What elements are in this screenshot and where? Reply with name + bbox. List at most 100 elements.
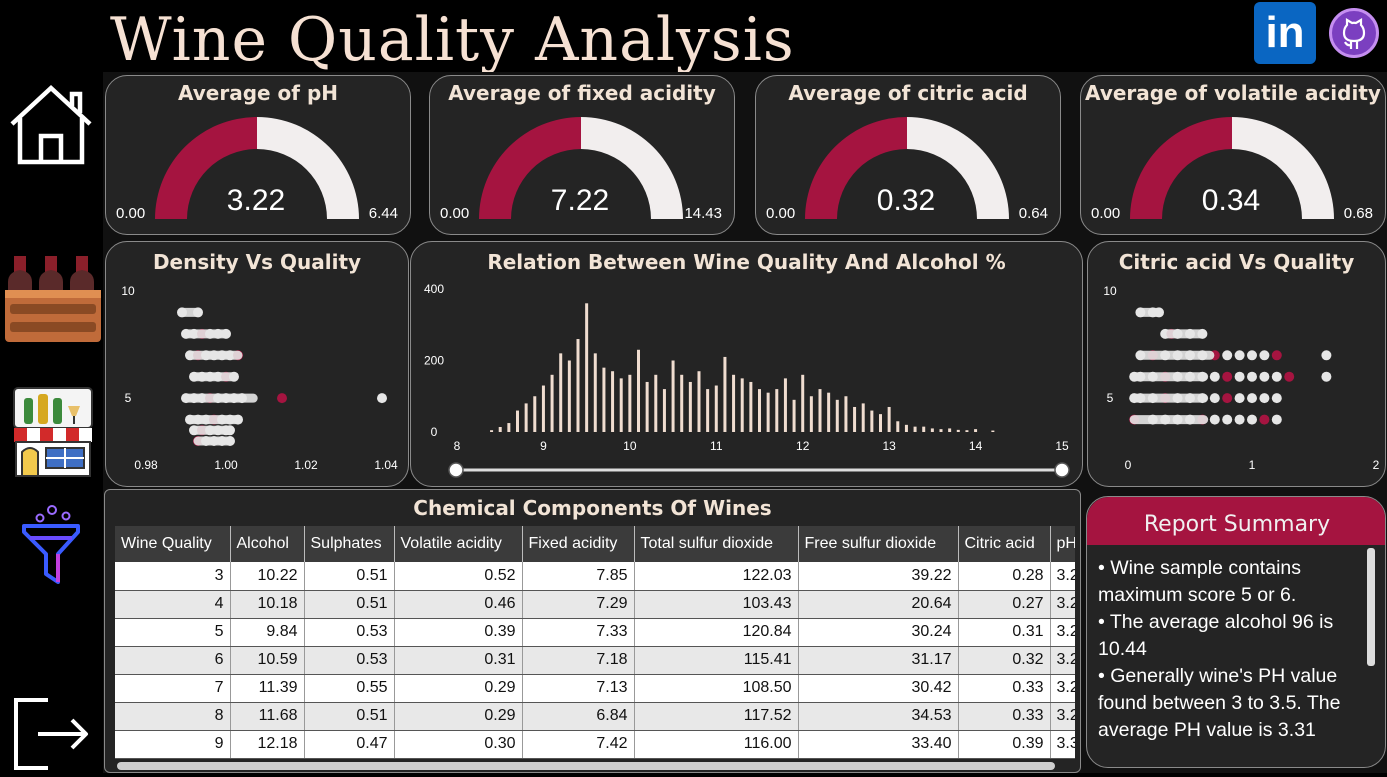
column-header[interactable]: Wine Quality — [115, 526, 231, 562]
table-cell: 0.33 — [958, 674, 1051, 703]
table-cell: 10.22 — [230, 562, 305, 591]
exit-icon[interactable] — [12, 696, 92, 772]
linkedin-icon[interactable]: in — [1254, 2, 1316, 64]
x-tick-label: 1 — [1249, 458, 1256, 472]
bar — [697, 371, 701, 432]
bar — [827, 392, 831, 432]
table-cell: 0.33 — [958, 702, 1051, 731]
table-cell: 115.41 — [634, 646, 799, 675]
bar — [688, 381, 692, 432]
scatter-point — [1321, 371, 1332, 382]
table-cell: 0.51 — [304, 590, 395, 619]
table-cell: 3.2 — [1050, 646, 1075, 675]
column-header[interactable]: Volatile acidity — [394, 526, 523, 562]
bar — [974, 429, 978, 432]
citric-vs-quality-card: Citric acid Vs Quality 0 1 2 10 5 — [1087, 241, 1386, 487]
column-header[interactable]: Total sulfur dioxide — [634, 526, 799, 562]
table-cell: 9.84 — [230, 618, 305, 647]
report-summary-card: Report Summary • Wine sample contains ma… — [1086, 496, 1386, 768]
table-cell: 117.52 — [634, 702, 799, 731]
components-table: Wine Quality Alcohol Sulphates Volatile aci… — [115, 526, 1075, 759]
table-cell: 3.2 — [1050, 674, 1075, 703]
bar — [533, 396, 537, 432]
table-cell: 0.29 — [394, 702, 523, 731]
x-tick-label: 12 — [796, 439, 810, 453]
x-tick-label: 8 — [454, 439, 461, 453]
filter-funnel-icon[interactable] — [18, 504, 84, 590]
table-cell: 0.53 — [304, 646, 395, 675]
scatter-point — [1209, 393, 1220, 404]
column-header[interactable]: Alcohol — [230, 526, 305, 562]
bar — [991, 430, 995, 432]
report-line: • The average alcohol 96 is 10.44 — [1098, 611, 1334, 660]
x-tick-label: 2 — [1373, 458, 1380, 472]
y-tick-label: 5 — [125, 391, 132, 405]
table-cell: 0.32 — [958, 646, 1051, 675]
y-tick-label: 400 — [424, 282, 444, 296]
gauge-min: 0.00 — [1091, 205, 1121, 222]
report-line: • Wine sample contains maximum score 5 o… — [1098, 557, 1301, 606]
home-icon[interactable] — [8, 84, 94, 166]
report-line: • Generally wine's PH value found betwee… — [1098, 665, 1341, 741]
table-title: Chemical Components Of Wines — [413, 496, 772, 520]
table-cell: 103.43 — [634, 590, 799, 619]
gauge-track-arc — [257, 117, 359, 219]
table-cell: 11.39 — [230, 674, 305, 703]
scatter-point — [1234, 414, 1245, 425]
wine-crate-icon[interactable] — [4, 244, 102, 342]
bar — [948, 428, 952, 432]
table-cell: 0.31 — [958, 618, 1051, 647]
scatter-point — [1271, 393, 1282, 404]
bar — [740, 378, 744, 432]
bar — [783, 378, 787, 432]
bar — [749, 381, 753, 432]
github-icon[interactable] — [1329, 8, 1379, 58]
report-scrollbar[interactable] — [1367, 548, 1375, 666]
table-cell: 0.46 — [394, 590, 523, 619]
table-cell: 3 — [115, 562, 231, 591]
wine-shop-icon[interactable] — [12, 386, 94, 478]
table-cell: 7.29 — [522, 590, 635, 619]
gauge-value-arc — [805, 117, 907, 219]
report-title: Report Summary — [1087, 497, 1385, 545]
sidebar — [0, 72, 103, 773]
x-tick-label: 11 — [710, 439, 723, 453]
bar — [835, 399, 839, 432]
bar — [853, 406, 857, 432]
scatter-point — [1247, 350, 1257, 361]
table-viewport[interactable]: Wine Quality Alcohol Sulphates Volatile aci… — [115, 526, 1075, 760]
gauge-min: 0.00 — [766, 205, 796, 222]
gauge-card-ph: Average of pH 3.22 0.00 6.44 — [105, 75, 411, 235]
gauge-arc — [1130, 117, 1334, 219]
column-header[interactable]: Citric acid — [958, 526, 1051, 562]
slider-max-handle[interactable] — [1054, 462, 1070, 478]
table-cell: 8 — [115, 702, 231, 731]
column-header[interactable]: Free sulfur dioxide — [798, 526, 959, 562]
bar — [567, 360, 571, 432]
gauge-card-fixed-acidity: Average of fixed acidity 7.22 0.00 14.43 — [429, 75, 735, 235]
slider-min-handle[interactable] — [448, 462, 464, 478]
column-header[interactable]: Fixed acidity — [522, 526, 635, 562]
gauge-arc — [155, 117, 359, 219]
column-header[interactable]: pH — [1050, 526, 1075, 562]
table-cell: 6 — [115, 646, 231, 675]
gauge-track-arc — [907, 117, 1009, 219]
bar — [896, 421, 900, 432]
bar — [498, 426, 502, 432]
x-tick-label: 9 — [540, 439, 547, 453]
page-title: Wine Quality Analysis — [110, 5, 795, 75]
table-cell: 7.85 — [522, 562, 635, 591]
table-cell: 7 — [115, 674, 231, 703]
bar — [732, 374, 736, 432]
column-header[interactable]: Sulphates — [304, 526, 395, 562]
scatter-point — [1259, 393, 1270, 404]
table-horizontal-scrollbar[interactable] — [117, 762, 1055, 770]
table-cell: 0.27 — [958, 590, 1051, 619]
